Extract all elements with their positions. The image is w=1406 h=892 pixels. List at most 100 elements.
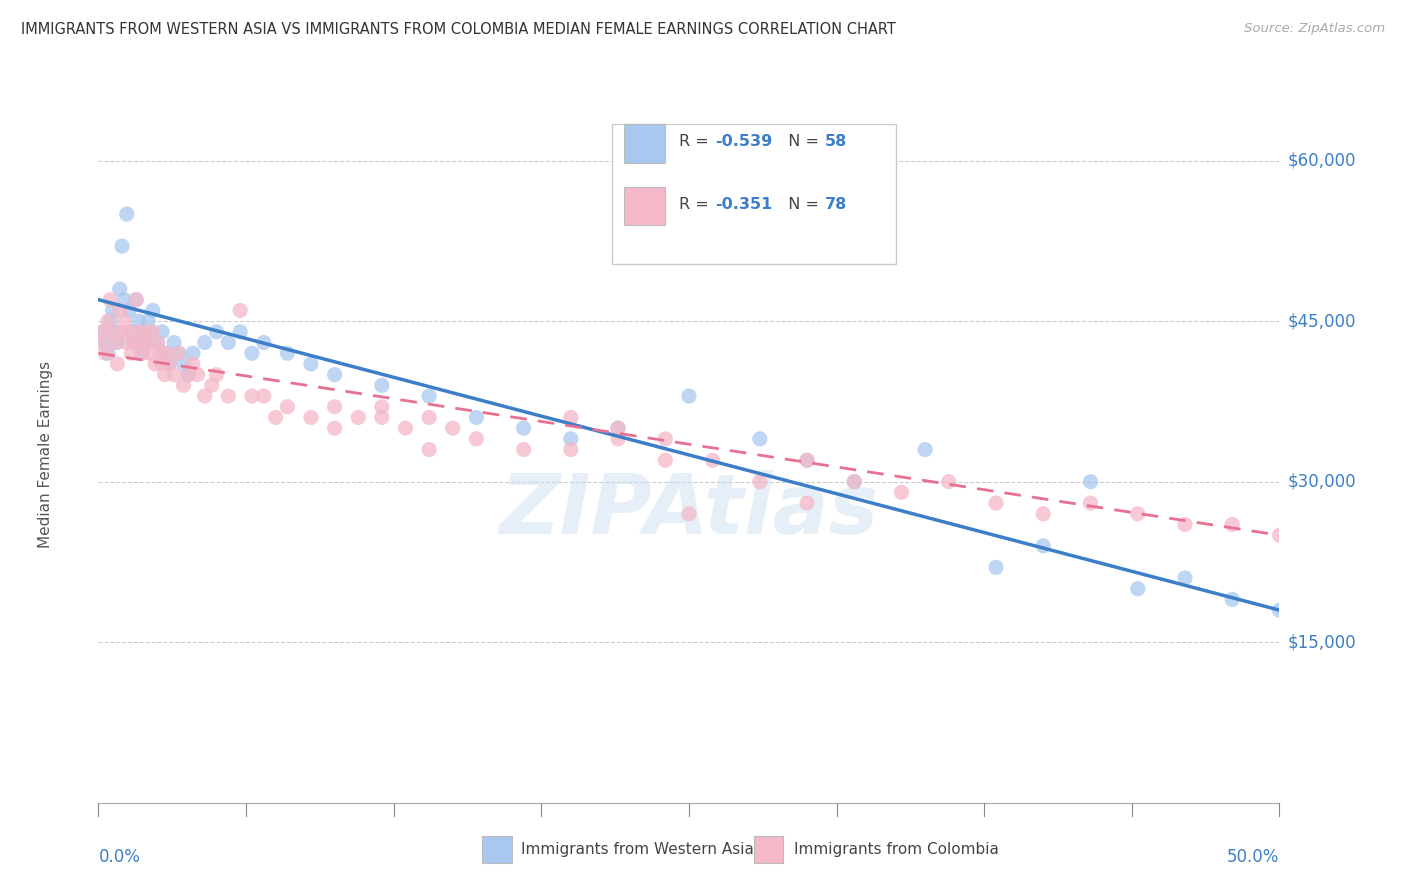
Point xyxy=(299,410,322,425)
Point xyxy=(121,325,143,339)
Point xyxy=(560,442,582,457)
Point xyxy=(678,389,700,403)
Point xyxy=(136,314,159,328)
Point xyxy=(142,303,165,318)
Text: $60,000: $60,000 xyxy=(1288,152,1357,169)
Text: IMMIGRANTS FROM WESTERN ASIA VS IMMIGRANTS FROM COLOMBIA MEDIAN FEMALE EARNINGS : IMMIGRANTS FROM WESTERN ASIA VS IMMIGRAN… xyxy=(21,22,896,37)
Point xyxy=(153,346,176,360)
Point xyxy=(229,303,252,318)
Point xyxy=(1220,517,1243,532)
Point xyxy=(984,496,1007,510)
Point xyxy=(654,453,676,467)
Point xyxy=(135,325,157,339)
Text: Immigrants from Colombia: Immigrants from Colombia xyxy=(794,842,998,857)
Point xyxy=(104,325,127,339)
Point xyxy=(150,357,173,371)
Point xyxy=(323,421,346,435)
Point xyxy=(101,325,124,339)
Point xyxy=(90,335,112,350)
Point xyxy=(607,421,630,435)
Point xyxy=(654,432,676,446)
Text: 58: 58 xyxy=(825,135,846,149)
Point xyxy=(97,314,120,328)
Point xyxy=(146,335,169,350)
Point xyxy=(371,400,394,414)
Point xyxy=(187,368,209,382)
Point xyxy=(371,410,394,425)
Point xyxy=(1268,528,1291,542)
Point xyxy=(240,346,263,360)
Point xyxy=(105,357,128,371)
Point xyxy=(984,560,1007,574)
Text: -0.351: -0.351 xyxy=(714,197,772,212)
Bar xyxy=(624,124,665,162)
Point xyxy=(1032,539,1054,553)
Point xyxy=(94,346,117,360)
Point xyxy=(108,282,131,296)
Point xyxy=(205,368,228,382)
Point xyxy=(167,346,190,360)
Text: Immigrants from Western Asia: Immigrants from Western Asia xyxy=(522,842,754,857)
Bar xyxy=(624,187,665,226)
Text: -0.539: -0.539 xyxy=(714,135,772,149)
Point xyxy=(163,335,186,350)
Point xyxy=(748,432,770,446)
Point xyxy=(299,357,322,371)
Point xyxy=(149,346,172,360)
Text: $15,000: $15,000 xyxy=(1288,633,1357,651)
Text: N =: N = xyxy=(778,135,824,149)
Point xyxy=(323,400,346,414)
Point xyxy=(217,335,239,350)
Point xyxy=(748,475,770,489)
Point xyxy=(253,389,276,403)
Point xyxy=(139,325,162,339)
Point xyxy=(122,335,145,350)
Point xyxy=(135,335,157,350)
Point xyxy=(104,335,127,350)
Point xyxy=(177,368,200,382)
Point xyxy=(125,293,148,307)
Point xyxy=(240,389,263,403)
Point xyxy=(938,475,960,489)
Point xyxy=(128,314,150,328)
Point xyxy=(1174,517,1197,532)
Point xyxy=(560,410,582,425)
Point xyxy=(172,357,194,371)
Point xyxy=(194,389,217,403)
Point xyxy=(98,314,121,328)
Point xyxy=(115,207,138,221)
Point xyxy=(101,303,124,318)
Point xyxy=(177,368,200,382)
Point xyxy=(229,325,252,339)
Point xyxy=(118,303,141,318)
Point xyxy=(129,335,152,350)
Point xyxy=(181,346,204,360)
Text: $30,000: $30,000 xyxy=(1288,473,1357,491)
Text: R =: R = xyxy=(679,135,714,149)
Text: 0.0%: 0.0% xyxy=(98,848,141,866)
Point xyxy=(512,421,534,435)
Point xyxy=(1080,496,1102,510)
Text: N =: N = xyxy=(778,197,824,212)
Point xyxy=(136,335,159,350)
Text: R =: R = xyxy=(679,197,714,212)
Point xyxy=(253,335,276,350)
Point xyxy=(1080,475,1102,489)
Point xyxy=(796,496,818,510)
Point xyxy=(371,378,394,392)
Point xyxy=(1126,507,1149,521)
Point xyxy=(94,335,117,350)
Point xyxy=(111,239,134,253)
Text: ZIPAtlas: ZIPAtlas xyxy=(499,470,879,551)
Point xyxy=(418,442,440,457)
Point xyxy=(97,346,120,360)
Point xyxy=(132,325,155,339)
Point xyxy=(465,432,488,446)
Point xyxy=(1174,571,1197,585)
Point xyxy=(217,389,239,403)
Point xyxy=(163,368,186,382)
Point xyxy=(157,357,180,371)
Point xyxy=(560,432,582,446)
Point xyxy=(153,368,176,382)
Point xyxy=(201,378,224,392)
